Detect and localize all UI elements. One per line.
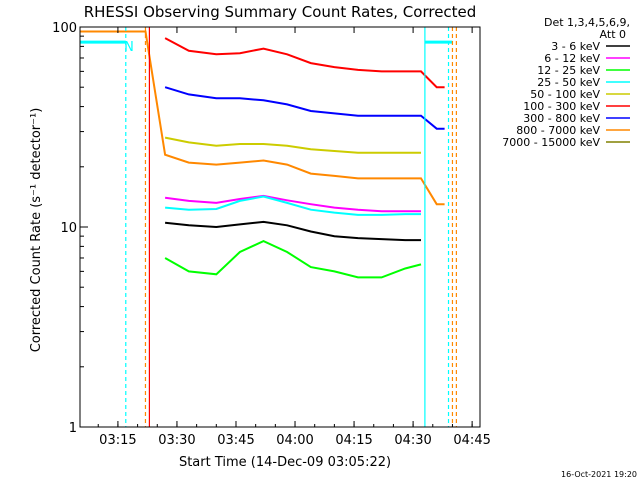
legend-header-line-2: Att 0 <box>600 28 626 41</box>
series-3-6-kev <box>164 220 421 242</box>
legend-item-7000-15000-kev: 7000 - 15000 keV <box>502 136 630 149</box>
series-line-6-12-kev <box>164 194 421 213</box>
series-25-50-kev <box>165 195 421 216</box>
x-axis: 03:15 03:30 03:45 04:00 04:15 04:30 04:45 <box>97 27 491 448</box>
legend-header-line-1: Det 1,3,4,5,6,9, <box>544 16 630 29</box>
series-line-300-800-kev <box>164 86 445 130</box>
series-layer <box>80 30 453 279</box>
series-line-12-25-kev <box>164 239 422 279</box>
legend-label: 7000 - 15000 keV <box>502 136 600 149</box>
legend-label: 25 - 50 keV <box>537 76 600 89</box>
y-axis-label: Corrected Count Rate (s⁻¹ detector⁻¹) <box>29 108 44 353</box>
legend-label: 50 - 100 keV <box>530 88 600 101</box>
y-tick-label: 1 <box>69 421 77 436</box>
y-tick-label: 10 <box>60 221 77 236</box>
legend-item-6-12-kev: 6 - 12 keV <box>544 52 630 65</box>
x-tick-label: 03:15 <box>99 433 136 448</box>
series-50-100-kev <box>164 136 421 154</box>
series-800-7000-kev <box>80 30 445 206</box>
y-tick-label: 100 <box>52 21 77 36</box>
series-6-12-kev <box>164 194 421 213</box>
legend-item-800-7000-kev: 800 - 7000 keV <box>516 124 630 137</box>
x-tick-label: 03:45 <box>217 433 254 448</box>
footer-timestamp: 16-Oct-2021 19:20 <box>561 470 637 479</box>
series-line-50-100-kev <box>164 136 421 154</box>
x-tick-label: 04:30 <box>394 433 431 448</box>
legend-item-50-100-kev: 50 - 100 keV <box>530 88 630 101</box>
y-axis: 1 10 100 <box>52 21 88 436</box>
series-12-25-kev <box>164 239 422 279</box>
series-line-3-6-kev <box>164 220 421 242</box>
series-100-300-kev <box>164 37 445 89</box>
x-tick-label: 04:15 <box>335 433 372 448</box>
legend-item-100-300-kev: 100 - 300 keV <box>523 100 630 113</box>
vertical-markers <box>125 27 457 427</box>
legend-item-12-25-kev: 12 - 25 keV <box>537 64 630 77</box>
series-line-800-7000-kev <box>80 30 445 206</box>
annotation-n: N <box>124 40 134 55</box>
x-tick-label: 04:45 <box>453 433 490 448</box>
legend-label: 300 - 800 keV <box>523 112 600 125</box>
legend-label: 12 - 25 keV <box>537 64 600 77</box>
x-tick-label: 03:30 <box>158 433 195 448</box>
x-tick-label: 04:00 <box>276 433 313 448</box>
legend-item-300-800-kev: 300 - 800 keV <box>523 112 630 125</box>
series-300-800-kev <box>164 86 445 130</box>
legend-label: 100 - 300 keV <box>523 100 600 113</box>
series-line-25-50-kev <box>165 195 421 216</box>
legend-item-3-6-kev: 3 - 6 keV <box>551 40 630 53</box>
legend-label: 6 - 12 keV <box>544 52 600 65</box>
chart-title: RHESSI Observing Summary Count Rates, Co… <box>84 3 477 21</box>
series-line-100-300-kev <box>164 37 445 89</box>
legend-item-25-50-kev: 25 - 50 keV <box>537 76 630 89</box>
legend-label: 3 - 6 keV <box>551 40 600 53</box>
plot-frame <box>79 26 481 428</box>
legend-label: 800 - 7000 keV <box>516 124 600 137</box>
x-axis-label: Start Time (14-Dec-09 03:05:22) <box>179 455 391 470</box>
